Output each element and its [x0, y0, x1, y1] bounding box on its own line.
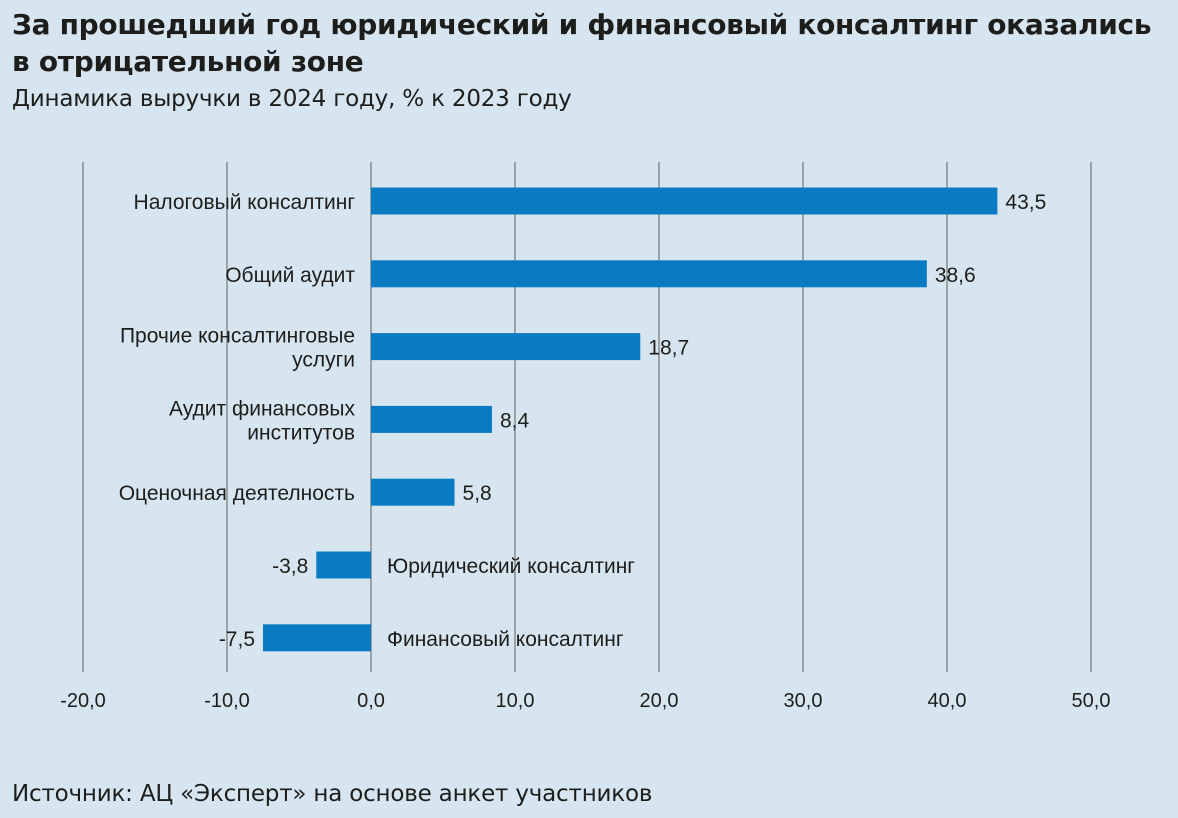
category-label-line: Прочие консалтинговые [120, 325, 355, 348]
labels: 43,5 Налоговый консалтинг 38,6 Общий аудит 1… [119, 191, 1047, 651]
bar [371, 260, 927, 288]
x-tick-label: 10,0 [496, 690, 535, 712]
category-label: Аудит финансовых институтов [169, 397, 356, 444]
category-label-line: Общий аудит [225, 264, 355, 287]
category-label: Финансовый консалтинг [387, 628, 624, 651]
value-label: 38,6 [935, 264, 976, 287]
value-label: 5,8 [463, 482, 492, 505]
category-label-line: услуги [292, 349, 355, 372]
x-tick-label: 30,0 [784, 690, 823, 712]
category-label-line: Налоговый консалтинг [134, 191, 356, 214]
value-label: 18,7 [648, 337, 689, 360]
bars [263, 187, 998, 652]
bar [371, 405, 492, 433]
x-axis-ticks: -20,0 -10,0 0,0 10,0 20,0 30,0 40,0 50,0 [60, 690, 1110, 712]
chart-subtitle: Динамика выручки в 2024 году, % к 2023 г… [12, 86, 572, 112]
bar [263, 624, 371, 652]
bar [371, 187, 998, 215]
x-tick-label: 0,0 [357, 690, 385, 712]
category-label-line: Финансовый консалтинг [387, 628, 624, 651]
x-tick-label: 20,0 [640, 690, 679, 712]
x-tick-label: -10,0 [204, 690, 250, 712]
bar [371, 333, 641, 361]
category-label-line: Юридический консалтинг [387, 555, 635, 578]
gridlines [82, 162, 1092, 672]
source-note: Источник: АЦ «Эксперт» на основе анкет у… [12, 781, 653, 807]
x-tick-label: 40,0 [928, 690, 967, 712]
category-label-line: Оценочная деятелность [119, 482, 355, 505]
value-label: 43,5 [1005, 191, 1046, 214]
x-tick-label: -20,0 [60, 690, 106, 712]
bar [316, 551, 371, 579]
bar [371, 478, 455, 506]
x-tick-label: 50,0 [1072, 690, 1111, 712]
category-label: Юридический консалтинг [387, 555, 635, 578]
category-label-line: Аудит финансовых [169, 397, 356, 420]
category-label: Налоговый консалтинг [134, 191, 356, 214]
value-label: -3,8 [272, 555, 308, 578]
category-label: Общий аудит [225, 264, 355, 287]
value-label: -7,5 [219, 628, 255, 651]
category-label: Оценочная деятелность [119, 482, 355, 505]
category-label: Прочие консалтинговые услуги [120, 325, 355, 372]
value-label: 8,4 [500, 409, 530, 432]
chart-title: За прошедший год юридический и финансовы… [12, 8, 1152, 78]
category-label-line: институтов [247, 421, 355, 444]
